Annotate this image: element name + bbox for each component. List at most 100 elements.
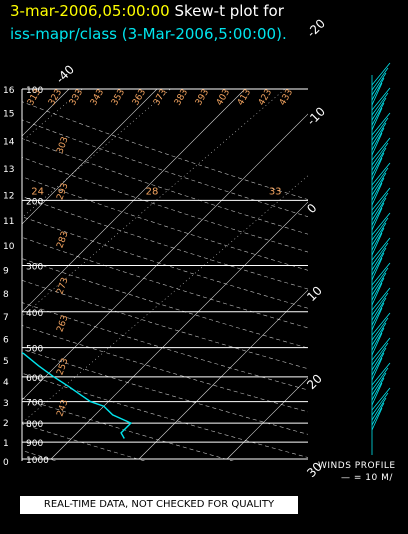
pressure-tick-label: 900 xyxy=(26,439,43,449)
wind-barb xyxy=(371,87,391,111)
wind-barb xyxy=(371,402,385,426)
wind-barb xyxy=(371,247,387,271)
wind-barb xyxy=(371,357,383,381)
pressure-tick-label: 500 xyxy=(26,345,43,355)
wind-barb xyxy=(371,372,387,396)
isotherm-top-label: -40 xyxy=(53,62,77,86)
wind-barb xyxy=(371,147,387,171)
mixing-ratio-label: 28 xyxy=(146,186,159,197)
wind-barb xyxy=(371,132,383,156)
mixing-ratio-label: 33 xyxy=(269,186,282,197)
wind-barb xyxy=(371,167,389,191)
wind-barb xyxy=(371,82,383,106)
height-tick-label: 12 xyxy=(3,192,14,202)
wind-barb xyxy=(371,257,383,281)
chart-labels: 1002003004005006007008009001000012345678… xyxy=(3,16,328,480)
theta-left-label: 273 xyxy=(55,276,70,296)
theta-top-label: 373 xyxy=(152,88,169,108)
height-tick-label: 16 xyxy=(3,86,15,96)
height-tick-label: 15 xyxy=(3,109,14,119)
isotherm-right-label: -20 xyxy=(304,16,328,40)
wind-barb xyxy=(371,302,385,326)
theta-top-label: 363 xyxy=(131,88,148,108)
theta-left-label: 303 xyxy=(55,136,70,156)
wind-barb xyxy=(371,252,385,276)
wind-barb xyxy=(371,127,385,151)
theta-top-label: 413 xyxy=(236,88,253,108)
wind-barb xyxy=(371,322,387,346)
plot-label: Skew-t plot for xyxy=(174,2,284,20)
winds-profile-title: WINDS PROFILE xyxy=(318,461,396,471)
pressure-tick-label: 1000 xyxy=(26,456,49,466)
wind-barb xyxy=(371,232,383,256)
title-line-1: 3-mar-2006,05:00:00 Skew-t plot for xyxy=(10,2,284,20)
pressure-tick-label: 100 xyxy=(26,86,43,96)
wind-barb xyxy=(371,327,385,351)
wind-barb xyxy=(371,187,391,211)
wind-barb xyxy=(371,277,385,301)
height-tick-label: 14 xyxy=(3,138,15,148)
wind-barb xyxy=(371,292,389,316)
height-tick-label: 7 xyxy=(3,313,9,323)
isotherm-right-label: 10 xyxy=(304,283,325,304)
wind-profile xyxy=(371,62,391,455)
mixing-ratio-label: 24 xyxy=(31,186,44,197)
theta-left-label: 293 xyxy=(55,182,70,202)
wind-barb xyxy=(371,122,387,146)
wind-barb xyxy=(371,347,387,371)
height-tick-label: 8 xyxy=(3,290,9,300)
wind-barb xyxy=(371,62,391,86)
wind-barb xyxy=(371,407,383,431)
wind-barb xyxy=(371,197,387,221)
wind-barb xyxy=(371,397,387,421)
wind-barb xyxy=(371,217,389,241)
wind-barb xyxy=(371,392,389,416)
wind-barb xyxy=(371,182,383,206)
wind-barb xyxy=(371,212,391,236)
wind-barb xyxy=(371,112,391,136)
isotherm--30 xyxy=(22,89,158,225)
height-tick-label: 6 xyxy=(3,335,9,345)
theta-top-label: 433 xyxy=(278,88,295,108)
station-title: iss-mapr/class (3-Mar-2006,5:00:00). xyxy=(10,25,287,43)
wind-barb xyxy=(371,177,385,201)
wind-barb xyxy=(371,207,383,231)
wind-barb xyxy=(371,92,389,116)
theta-top-label: 353 xyxy=(110,88,127,108)
quality-notice: REAL-TIME DATA, NOT CHECKED FOR QUALITY xyxy=(20,496,298,514)
wind-barb xyxy=(371,297,387,321)
wind-barb xyxy=(371,222,387,246)
wind-barb xyxy=(371,272,387,296)
pressure-tick-label: 600 xyxy=(26,374,43,384)
wind-barb xyxy=(371,157,383,181)
wind-barb xyxy=(371,67,389,91)
wind-barb xyxy=(371,352,385,376)
theta-left-label: 263 xyxy=(55,314,70,334)
theta-top-label: 393 xyxy=(194,88,211,108)
wind-barb xyxy=(371,192,389,216)
wind-barb xyxy=(371,72,387,96)
pressure-tick-label: 300 xyxy=(26,263,43,273)
theta-top-label: 343 xyxy=(89,88,106,108)
theta-top-label: 333 xyxy=(68,88,85,108)
isotherm-10 xyxy=(138,289,308,460)
sounding-datetime: 3-mar-2006,05:00:00 xyxy=(10,2,170,20)
dry-adiabat-373 xyxy=(22,216,308,309)
wind-barb xyxy=(371,77,385,101)
wind-barb xyxy=(371,227,385,251)
profile-traces xyxy=(22,351,133,439)
wind-barb xyxy=(371,172,387,196)
winds-profile-key: — = 10 M/ xyxy=(341,473,393,483)
wind-barb xyxy=(371,342,389,366)
wind-barb xyxy=(371,107,383,131)
wind-barb xyxy=(371,242,389,266)
wind-barb xyxy=(371,262,391,286)
pressure-tick-label: 200 xyxy=(26,197,43,207)
wind-barb xyxy=(371,152,385,176)
theta-left-label: 253 xyxy=(55,357,70,377)
wind-barb xyxy=(371,367,389,391)
wind-barb xyxy=(371,307,383,331)
wind-barb xyxy=(371,162,391,186)
height-tick-label: 2 xyxy=(3,419,9,429)
wind-barb xyxy=(371,287,391,311)
